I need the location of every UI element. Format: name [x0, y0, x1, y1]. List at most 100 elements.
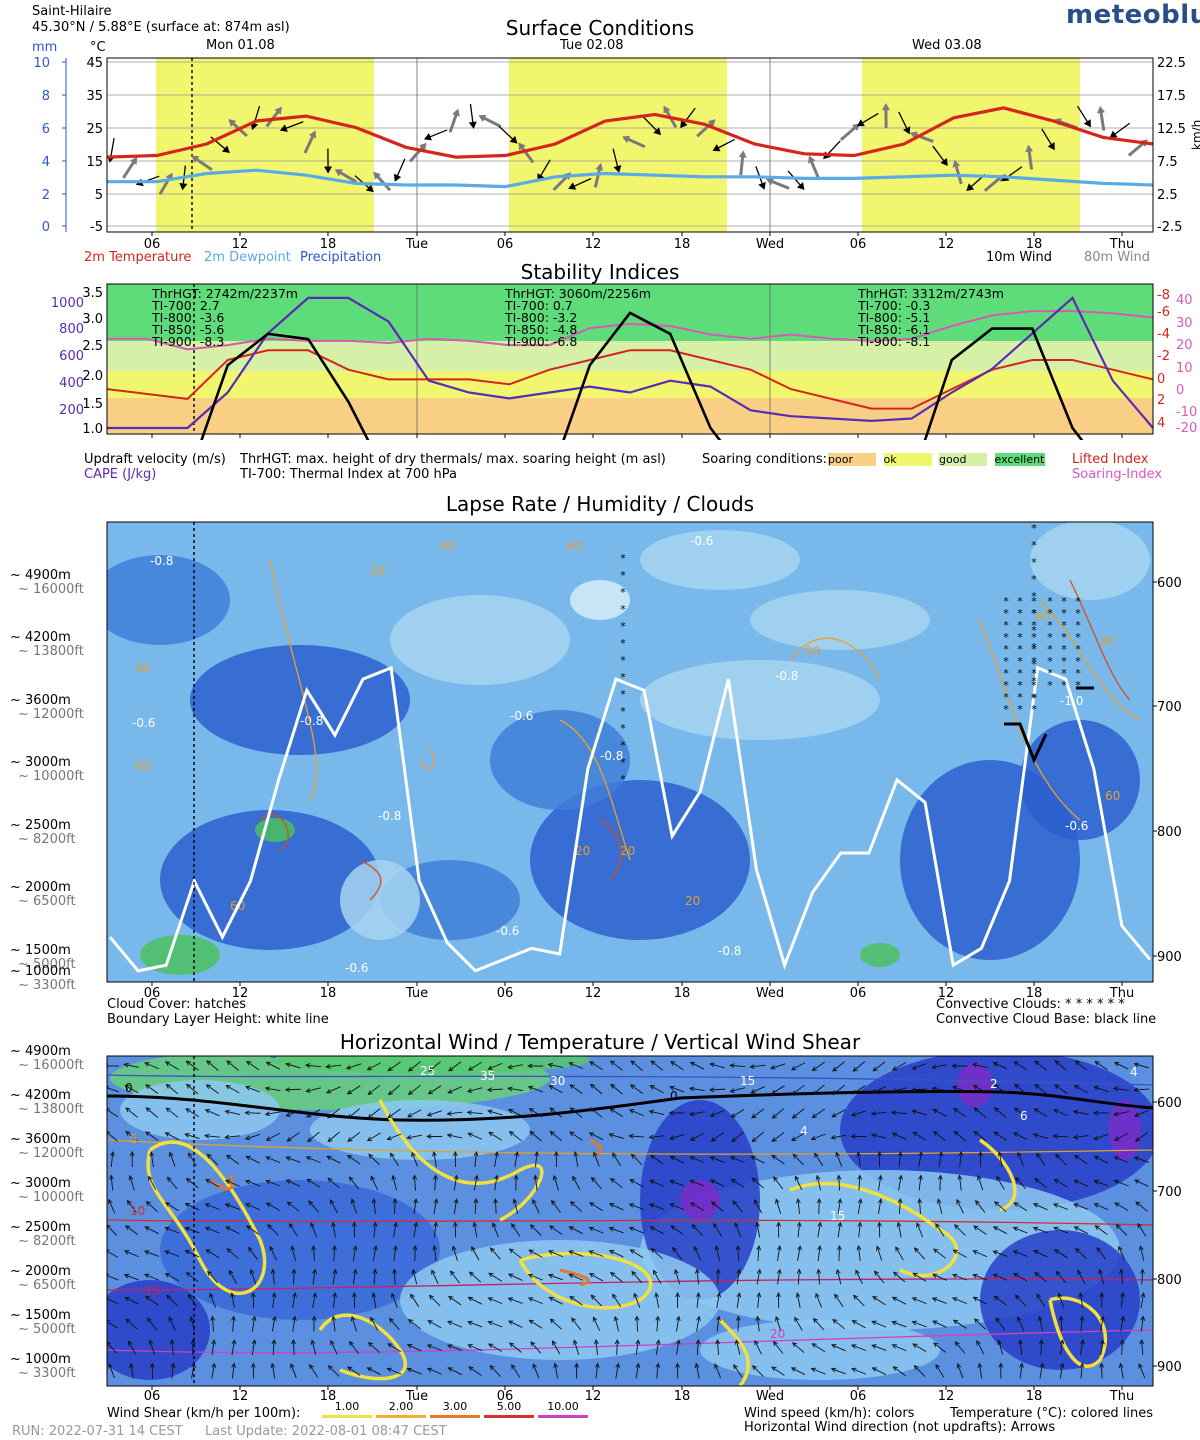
wind-direction-arrow [615, 1362, 621, 1379]
wind-direction-arrow [1054, 1084, 1068, 1094]
wind-direction-arrow [407, 1084, 421, 1096]
wind-direction-arrow [771, 1366, 785, 1376]
wind-arrow [191, 155, 213, 172]
wind-direction-arrow [736, 1292, 742, 1308]
legend-80m-wind: 80m Wind [1084, 250, 1151, 265]
wind-direction-arrow [951, 1273, 968, 1281]
wind-direction-arrow [895, 1246, 904, 1261]
updraft-tick-label: 1.0 [82, 422, 103, 437]
wind-direction-arrow [286, 1132, 300, 1142]
wind-direction-arrow [628, 1109, 644, 1117]
wind-direction-arrow [612, 1293, 622, 1308]
wind-direction-arrow [493, 1198, 498, 1215]
wind-direction-arrow [547, 1062, 564, 1068]
wind-direction-arrow [1013, 1061, 1028, 1071]
humidity-contour-label: 20 [685, 894, 700, 908]
wind-direction-arrow [912, 1272, 927, 1282]
humidity-contour [599, 819, 622, 881]
x-tick-label: 12 [585, 439, 602, 440]
convective-star: * [1003, 703, 1009, 716]
wind-direction-arrow [408, 1061, 421, 1072]
wind-direction-arrow [996, 1175, 1005, 1190]
wind-direction-arrow [956, 1198, 964, 1214]
wind-contour-label: 15 [830, 1209, 845, 1223]
humidity-contour [789, 637, 881, 681]
wind-direction-arrow [467, 1062, 482, 1071]
wind-direction-arrow [709, 1087, 726, 1093]
wind-direction-arrow [837, 1198, 843, 1214]
wind-direction-arrow [750, 1155, 765, 1164]
wind-direction-arrow [776, 1245, 782, 1261]
wind-direction-arrow [629, 1084, 644, 1094]
shear-legend-label: 10.00 [547, 1400, 579, 1413]
wind-direction-arrow [265, 1179, 281, 1187]
convective-star: * [1017, 607, 1023, 620]
humidity-patch [340, 860, 420, 940]
wind-direction-arrow [812, 1084, 825, 1096]
wind-direction-arrow [569, 1131, 583, 1141]
wind-arrow [680, 107, 696, 129]
wind-direction-arrow [973, 1225, 987, 1235]
wind-direction-arrow [1115, 1224, 1128, 1236]
x-tick-label: 06 [850, 237, 867, 252]
shear-contour [378, 1099, 544, 1222]
updraft-line [200, 311, 1084, 440]
wind-direction-arrow [325, 1064, 342, 1069]
wind-direction-arrow [1072, 1134, 1089, 1140]
wind-direction-arrow [1140, 1292, 1146, 1308]
convective-star: * [1031, 631, 1037, 644]
wind-direction-arrow [372, 1245, 378, 1261]
wind-direction-arrow [426, 1367, 442, 1375]
wind-direction-arrow [433, 1198, 439, 1214]
wind-direction-arrow [736, 1268, 742, 1285]
wind-direction-arrow [817, 1221, 823, 1238]
wind-direction-arrow [446, 1344, 463, 1351]
lapse-contour-label: -0.8 [150, 554, 173, 568]
convective-star: * [1031, 607, 1037, 620]
wind-direction-arrow [592, 1316, 601, 1332]
wind-direction-arrow [348, 1340, 359, 1354]
wind-direction-arrow [110, 1151, 115, 1168]
wind-direction-arrow [527, 1085, 543, 1093]
wind-arrow [909, 131, 934, 143]
wind-direction-arrow [332, 1245, 337, 1262]
wind-direction-arrow [144, 1273, 160, 1281]
wind-direction-arrow [951, 1085, 968, 1093]
convective-star: * [1017, 679, 1023, 692]
wind-direction-arrow [628, 1203, 644, 1210]
wind-direction-arrow [691, 1224, 703, 1236]
wind-arrow [738, 150, 747, 176]
wind-direction-arrow [1120, 1315, 1126, 1332]
wind-direction-arrow [750, 1086, 765, 1094]
wind-direction-arrow [327, 1108, 341, 1119]
lifted-tick-label: -2 [1157, 349, 1170, 364]
humidity-patch [490, 710, 630, 810]
wind-direction-arrow [773, 1340, 784, 1354]
wind-direction-arrow [874, 1270, 885, 1284]
wind-direction-arrow [1034, 1083, 1047, 1095]
wind-direction-arrow [1098, 1268, 1105, 1285]
wind-arrow [856, 112, 879, 127]
convective-star: * [1003, 607, 1009, 620]
meteoblue-logo[interactable]: meteoblue [1066, 0, 1200, 30]
humidity-contour [1039, 599, 1141, 721]
wind-direction-arrow [1114, 1132, 1129, 1141]
wind-direction-arrow [148, 1339, 155, 1355]
soaring-tick-label: -20 [1176, 421, 1197, 436]
wind-contour-label: 2 [990, 1077, 998, 1091]
wind-direction-arrows [107, 1060, 1150, 1379]
wind-direction-arrow [549, 1130, 563, 1142]
wind-direction-arrow [412, 1244, 418, 1262]
wind-direction-arrow [752, 1365, 764, 1377]
wind-tick-label: 7.5 [1157, 155, 1178, 170]
wind-direction-arrow [830, 1134, 847, 1140]
wind-direction-arrow [734, 1222, 742, 1238]
convective-star: * [1061, 643, 1067, 656]
wind-direction-arrow [290, 1245, 296, 1261]
wind-direction-arrow [308, 1200, 319, 1213]
x-tick-label: Thu [1109, 1389, 1134, 1404]
x-tick-label: 18 [674, 439, 691, 440]
wind-direction-arrow [247, 1246, 258, 1260]
wind-direction-arrow [387, 1343, 401, 1353]
wind-direction-arrow [149, 1151, 155, 1167]
